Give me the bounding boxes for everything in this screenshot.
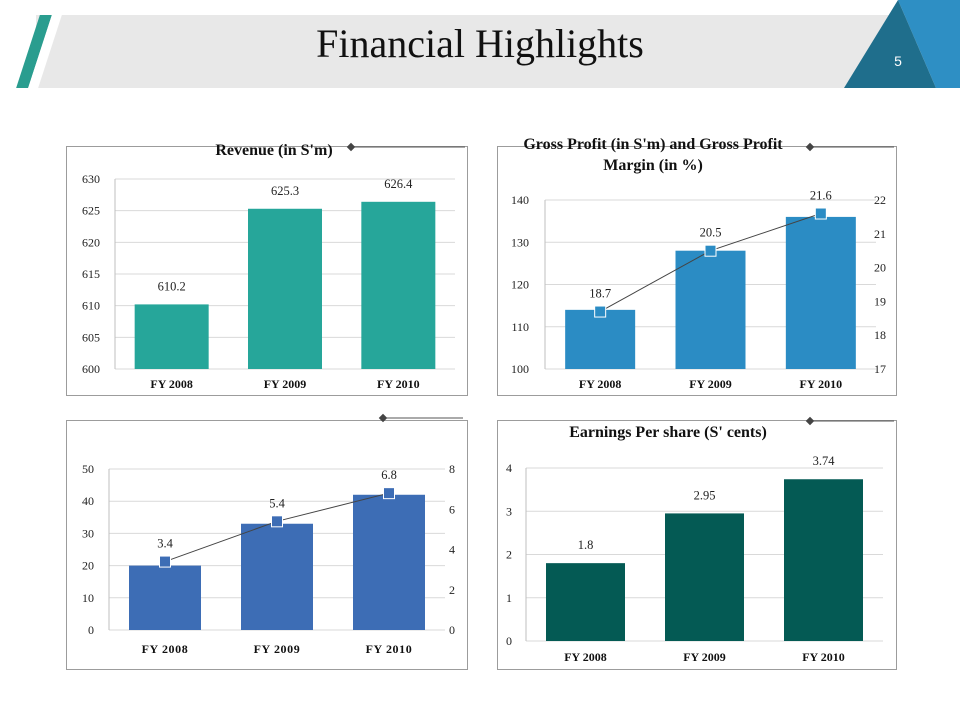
connector-diamond (346, 142, 356, 152)
line-marker (159, 555, 171, 568)
revenue-chart-panel: 600 605 610 615 620 625 630 FY 2008 610.2 FY 2009… (66, 142, 468, 396)
y-tick-label: 0 (506, 634, 512, 648)
y-tick-label: 1 (506, 591, 512, 605)
y-tick-label: 130 (511, 235, 529, 249)
y2-tick-label: 0 (449, 623, 455, 637)
x-category-label: FY 2010 (377, 377, 420, 391)
y-tick-label: 110 (511, 320, 529, 334)
y2-tick-label: 8 (449, 462, 455, 476)
y-tick-label: 600 (82, 362, 100, 376)
blue-combo-chart-panel: 0 10 20 30 40 50 0 2 4 6 8 FY 2008 FY 2009 FY 2010 3.4… (66, 413, 468, 670)
line-data-label: 3.4 (157, 537, 173, 551)
eps-chart-panel: 0 1 2 3 4 FY 2008 1.8 FY 2009 2.95 FY 2010 3.74 Ea… (497, 416, 897, 670)
line-data-label: 5.4 (269, 496, 285, 510)
chart-svg: 0 10 20 30 40 50 0 2 4 6 8 FY 2008 FY 2009 FY 2010 3.4… (82, 413, 463, 656)
y-tick-label: 625 (82, 204, 100, 218)
y-tick-label: 10 (82, 591, 94, 605)
x-category-label: FY 2010 (366, 642, 413, 656)
data-label: 3.74 (813, 454, 836, 468)
x-category-label: FY 2008 (564, 650, 607, 664)
line-data-label: 6.8 (381, 468, 397, 482)
bar (353, 494, 425, 630)
y-tick-label: 605 (82, 330, 100, 344)
y-tick-label: 615 (82, 267, 100, 281)
y-tick-label: 620 (82, 235, 100, 249)
x-category-label: FY 2010 (802, 650, 845, 664)
x-category-label: FY 2009 (683, 650, 726, 664)
y2-tick-label: 2 (449, 583, 455, 597)
y2-tick-label: 18 (874, 328, 886, 342)
gross-profit-chart-panel: 100 110 120 130 140 17 18 19 20 21 22 FY 2008 FY 200… (497, 136, 897, 396)
bar (361, 201, 436, 369)
data-label: 1.8 (578, 538, 594, 552)
data-label: 2.95 (694, 488, 716, 502)
bar (129, 565, 201, 630)
corner-decoration (844, 0, 960, 88)
bar (784, 479, 863, 641)
line-marker (594, 305, 607, 318)
bar (241, 523, 313, 630)
data-label: 625.3 (271, 184, 299, 198)
chart-svg: 0 1 2 3 4 FY 2008 1.8 FY 2009 2.95 FY 2010 3.74 (506, 416, 894, 664)
y-tick-label: 40 (82, 494, 94, 508)
bar (665, 513, 744, 641)
y-tick-label: 50 (82, 462, 94, 476)
y-tick-label: 2 (506, 548, 512, 562)
y-tick-label: 610 (82, 299, 100, 313)
chart-title: Gross Profit (in S'm) and Gross Profit M… (523, 136, 783, 174)
bar (134, 304, 209, 369)
y-tick-label: 3 (506, 504, 512, 518)
x-category-label: FY 2009 (689, 377, 732, 391)
y2-tick-label: 20 (874, 261, 886, 275)
corner-light-shape (898, 0, 960, 88)
corner-dark-shape (844, 0, 936, 88)
line-data-label: 18.7 (589, 287, 611, 301)
title-band (36, 15, 916, 88)
x-category-label: FY 2008 (142, 642, 189, 656)
y-tick-label: 20 (82, 559, 94, 573)
line-marker (704, 244, 717, 257)
y-tick-label: 0 (88, 623, 94, 637)
connector-diamond (378, 413, 388, 423)
slide-number: 5 (894, 53, 902, 69)
x-category-label: FY 2008 (150, 377, 193, 391)
page-title: Financial Highlights (316, 21, 644, 66)
bar (565, 309, 636, 369)
line-data-label: 21.6 (810, 189, 832, 203)
line-marker (383, 487, 395, 500)
line-marker (271, 515, 283, 528)
y-tick-label: 630 (82, 172, 100, 186)
data-label: 626.4 (384, 177, 413, 191)
line-marker (814, 207, 827, 220)
y-tick-label: 120 (511, 278, 529, 292)
data-label: 610.2 (158, 279, 186, 293)
bar (675, 250, 746, 369)
line-data-label: 20.5 (700, 226, 722, 240)
chart-title: Earnings Per share (S' cents) (569, 424, 767, 441)
y-tick-label: 4 (506, 461, 512, 475)
chart-svg: 600 605 610 615 620 625 630 FY 2008 610.2 FY 2009… (82, 142, 465, 391)
y2-tick-label: 21 (874, 227, 886, 241)
x-category-label: FY 2008 (579, 377, 622, 391)
y-tick-label: 30 (82, 526, 94, 540)
y2-tick-label: 4 (449, 543, 455, 557)
y-tick-label: 100 (511, 362, 529, 376)
x-category-label: FY 2010 (800, 377, 843, 391)
x-category-label: FY 2009 (264, 377, 307, 391)
y2-tick-label: 19 (874, 294, 886, 308)
bar (248, 208, 322, 369)
y-tick-label: 140 (511, 193, 529, 207)
y2-tick-label: 17 (874, 362, 886, 376)
bar (785, 216, 856, 369)
y2-tick-label: 6 (449, 502, 455, 516)
chart-title: Revenue (in S'm) (215, 142, 333, 159)
x-category-label: FY 2009 (254, 642, 301, 656)
chart-svg: 100 110 120 130 140 17 18 19 20 21 22 FY 2008 FY 200… (511, 142, 894, 391)
bar (546, 563, 625, 641)
y2-tick-label: 22 (874, 193, 886, 207)
